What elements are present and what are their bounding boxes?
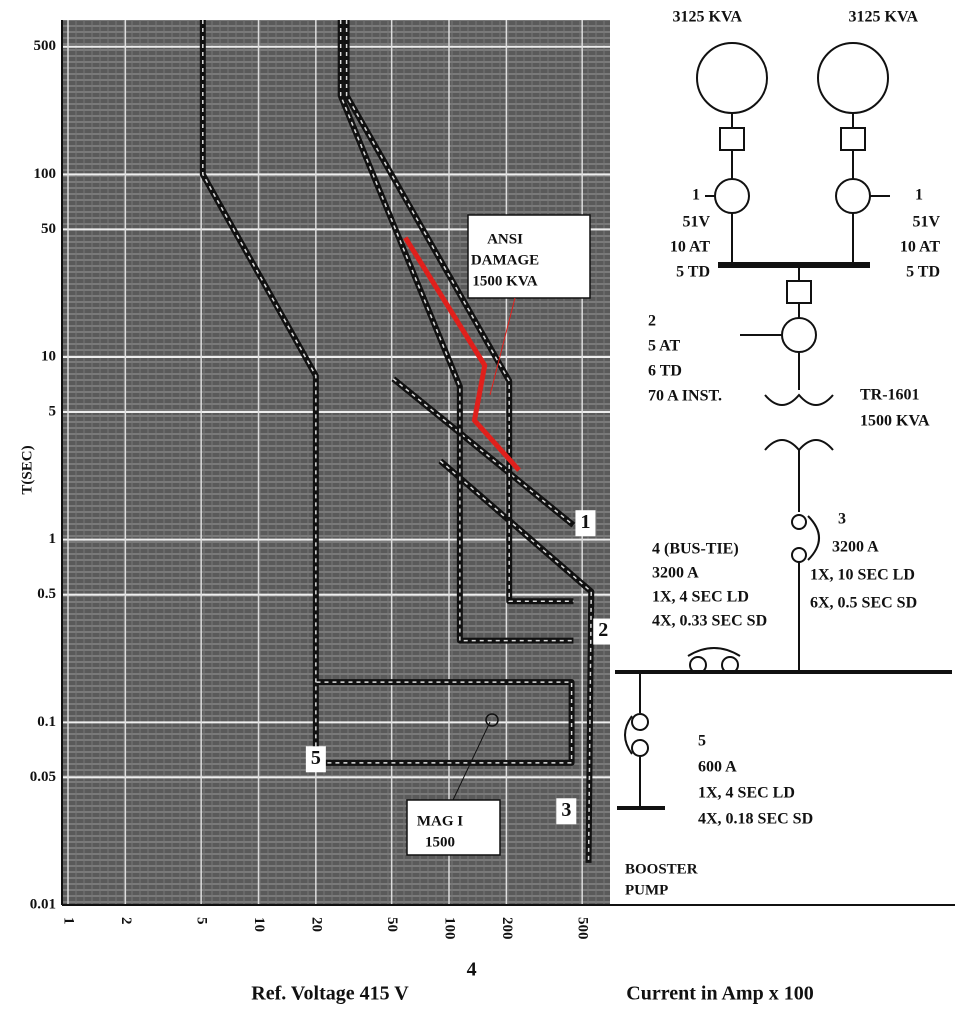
x-tick-label: 200 — [499, 917, 515, 940]
x-tick-label: 500 — [575, 917, 591, 940]
diagram-label: 1500 KVA — [860, 413, 930, 430]
curve-label-box — [575, 510, 596, 537]
annotation-box — [406, 799, 501, 856]
y-tick-label: 1 — [49, 531, 57, 547]
curve-label-box — [593, 618, 614, 645]
diagram-label: 3200 A — [652, 565, 699, 582]
y-tick-label: 0.05 — [30, 769, 56, 785]
y-tick-label: 100 — [34, 166, 57, 182]
diagram-label: 1X, 4 SEC LD — [652, 589, 749, 606]
x-axis-label: Current in Amp x 100 — [626, 983, 813, 1005]
curve-label: 4 — [467, 958, 477, 980]
y-tick-label: 500 — [34, 38, 57, 54]
annotation-text: MAG I — [417, 813, 463, 829]
annotation-text: 1500 KVA — [472, 273, 537, 289]
annotation-text: DAMAGE — [471, 252, 539, 268]
diagram-label: 3 — [838, 511, 846, 528]
curve-hatch — [345, 20, 574, 603]
annotation-marker — [485, 713, 499, 727]
annotation-text: ANSI — [487, 231, 523, 247]
curve-label: 5 — [311, 747, 321, 769]
curve-hatch — [439, 460, 592, 863]
diagram-label: 1X, 10 SEC LD — [810, 567, 915, 584]
x-tick-label: 100 — [442, 917, 458, 940]
curve-label-box — [556, 798, 577, 825]
curve-label-box — [305, 746, 326, 773]
diagram-label: 6 TD — [648, 363, 682, 380]
annotation-leader — [489, 297, 516, 396]
diagram-label: 3125 KVA — [849, 9, 919, 26]
diagram-label: 51V — [682, 214, 710, 231]
damage-curve — [403, 236, 521, 472]
diagram-label: 3125 KVA — [673, 9, 743, 26]
x-tick-label: 20 — [308, 917, 324, 932]
diagram-label: 10 AT — [670, 239, 710, 256]
diagram-label: 4 (BUS-TIE) — [652, 541, 739, 558]
y-tick-label: 0.1 — [37, 714, 56, 730]
diagram-label: 70 A INST. — [648, 388, 722, 405]
diagram-label: 5 — [698, 733, 706, 750]
y-tick-label: 0.5 — [37, 586, 56, 602]
curve-hatch — [202, 20, 573, 764]
x-tick-label: 50 — [384, 917, 400, 932]
curve-hatch — [339, 20, 574, 642]
curve-label: 1 — [580, 511, 590, 533]
curve-label: 3 — [561, 799, 571, 821]
annotation-text: BOOSTER — [625, 861, 698, 877]
curve-hatch — [392, 378, 574, 526]
x-tick-label: 5 — [194, 917, 210, 925]
diagram-label: 4X, 0.18 SEC SD — [698, 811, 813, 828]
y-tick-label: 10 — [41, 348, 56, 364]
reference-note: Ref. Voltage 415 V — [251, 983, 409, 1005]
diagram-label: 5 TD — [676, 264, 710, 281]
diagram-label: TR-1601 — [860, 387, 920, 404]
diagram-label: 1 — [692, 187, 700, 204]
y-axis-label: T(SEC) — [19, 445, 35, 494]
diagram-label: 2 — [648, 313, 656, 330]
diagram-label: 3200 A — [832, 539, 879, 556]
plot-area — [62, 20, 610, 905]
x-tick-label: 1 — [61, 917, 77, 925]
diagram-label: 4X, 0.33 SEC SD — [652, 613, 767, 630]
diagram-label: 6X, 0.5 SEC SD — [810, 595, 917, 612]
diagram-label: 1 — [915, 187, 923, 204]
diagram-label: 51V — [912, 214, 940, 231]
diagram-label: 5 TD — [906, 264, 940, 281]
x-tick-label: 10 — [251, 917, 267, 932]
y-tick-label: 5 — [49, 403, 57, 419]
annotation-box — [467, 214, 591, 299]
y-tick-label: 50 — [41, 221, 56, 237]
curve-label-box — [461, 957, 482, 984]
diagram-label: 5 AT — [648, 338, 680, 355]
x-tick-label: 2 — [118, 917, 134, 925]
diagram-label: 10 AT — [900, 239, 940, 256]
annotation-leader — [452, 721, 491, 801]
diagram-label: 1X, 4 SEC LD — [698, 785, 795, 802]
y-tick-label: 0.01 — [30, 896, 56, 912]
single-line-diagram — [615, 42, 952, 810]
annotation-text: PUMP — [625, 882, 668, 898]
annotation-text: 1500 — [425, 834, 455, 850]
curve-label: 2 — [598, 619, 608, 641]
diagram-label: 600 A — [698, 759, 737, 776]
